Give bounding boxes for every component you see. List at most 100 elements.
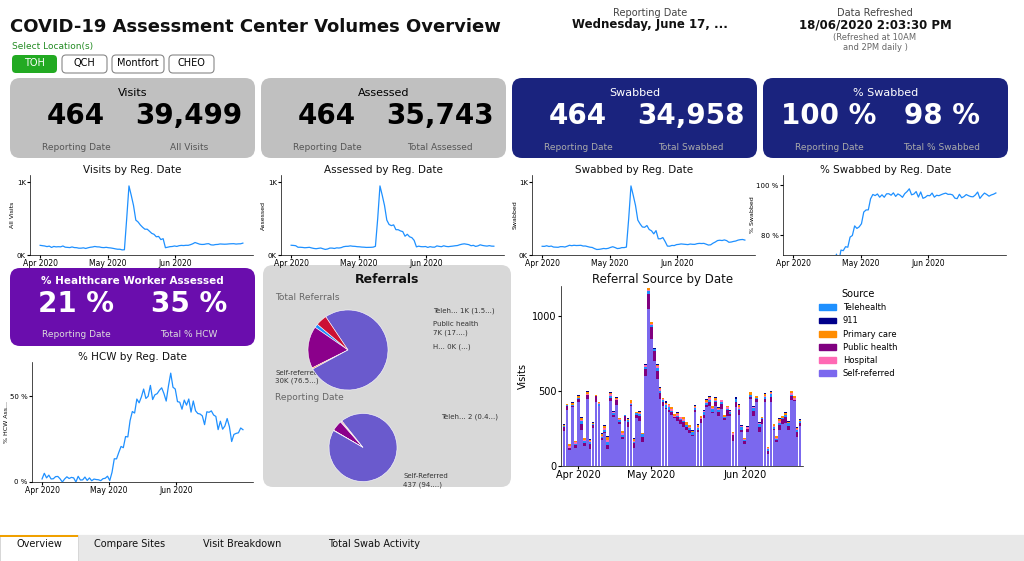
Bar <box>696 424 699 425</box>
Bar <box>676 415 679 416</box>
Bar <box>592 425 594 428</box>
Text: 437 (94....): 437 (94....) <box>403 481 442 488</box>
Bar <box>726 407 728 408</box>
Bar <box>603 428 606 430</box>
Bar <box>737 407 740 408</box>
Bar <box>662 398 665 400</box>
Bar <box>627 426 630 466</box>
Bar <box>618 419 621 420</box>
Bar <box>691 432 693 433</box>
Bar <box>574 440 577 442</box>
Text: Assessed by Reg. Date: Assessed by Reg. Date <box>324 165 443 175</box>
Text: Total Swab Activity: Total Swab Activity <box>328 539 420 549</box>
Bar <box>784 423 786 466</box>
Bar <box>581 417 583 418</box>
Bar <box>732 441 734 466</box>
Wedge shape <box>334 422 362 448</box>
Bar <box>624 415 627 416</box>
Bar <box>662 402 665 406</box>
Bar <box>787 425 790 430</box>
Bar <box>603 433 606 466</box>
Bar <box>696 432 699 466</box>
Bar <box>784 412 786 413</box>
Bar <box>752 411 755 416</box>
Bar <box>598 402 600 403</box>
Bar <box>615 405 617 466</box>
Bar <box>799 420 802 421</box>
Bar <box>778 430 781 466</box>
Bar <box>702 410 706 411</box>
Bar <box>653 349 655 351</box>
Bar <box>791 392 793 393</box>
Bar <box>598 403 600 406</box>
Bar <box>775 439 778 440</box>
Bar <box>647 290 650 291</box>
Bar <box>638 421 641 466</box>
Text: 7K (17....): 7K (17....) <box>433 329 468 335</box>
Bar <box>581 420 583 421</box>
Bar <box>793 401 796 466</box>
Bar <box>583 443 586 446</box>
Bar <box>574 445 577 448</box>
Bar <box>621 435 624 437</box>
Text: % HCW by Reg. Date: % HCW by Reg. Date <box>78 352 187 362</box>
Bar <box>726 410 728 416</box>
Bar <box>772 429 775 430</box>
Bar <box>621 433 624 435</box>
Text: % Swabbed by Reg. Date: % Swabbed by Reg. Date <box>820 165 951 175</box>
Bar <box>750 399 752 466</box>
Bar <box>758 423 761 425</box>
Bar <box>737 404 740 407</box>
Bar <box>633 438 635 439</box>
Bar <box>709 406 711 466</box>
Bar <box>706 401 708 402</box>
Text: Total % Swabbed: Total % Swabbed <box>903 143 980 152</box>
Bar <box>682 419 685 421</box>
Bar <box>734 399 737 402</box>
Text: CHEO: CHEO <box>177 58 206 68</box>
Bar <box>562 431 565 466</box>
Bar <box>717 407 720 408</box>
Text: Montfort: Montfort <box>117 58 159 68</box>
Wedge shape <box>341 421 362 448</box>
Bar <box>702 415 706 419</box>
Bar <box>796 437 799 466</box>
Bar <box>578 402 580 466</box>
Text: 464: 464 <box>298 102 356 130</box>
Bar <box>592 424 594 425</box>
Bar <box>0 535 78 561</box>
Bar <box>734 398 737 399</box>
Text: Referrals: Referrals <box>354 273 419 286</box>
Bar <box>709 398 711 399</box>
Bar <box>740 432 743 466</box>
Bar <box>702 411 706 412</box>
Bar <box>641 433 644 434</box>
Text: Compare Sites: Compare Sites <box>94 539 166 549</box>
Bar <box>638 414 641 416</box>
Bar <box>796 430 799 432</box>
Bar <box>799 422 802 426</box>
Bar <box>581 424 583 430</box>
Text: COVID-19 Assessment Center Volumes Overview: COVID-19 Assessment Center Volumes Overv… <box>10 18 501 36</box>
Bar <box>562 425 565 426</box>
Bar <box>653 361 655 466</box>
Bar <box>644 367 647 369</box>
Bar <box>732 435 734 441</box>
Bar <box>562 424 565 425</box>
Text: Select Location(s): Select Location(s) <box>12 42 93 51</box>
Bar <box>571 406 574 407</box>
Bar <box>746 432 749 466</box>
Bar <box>641 434 644 436</box>
Text: Reporting Date: Reporting Date <box>42 330 111 339</box>
Bar <box>603 430 606 431</box>
Bar <box>755 396 758 398</box>
Bar <box>729 413 731 416</box>
Bar <box>612 412 614 413</box>
Text: 30K (76.5...): 30K (76.5...) <box>275 378 318 384</box>
Text: 21 %: 21 % <box>38 290 114 318</box>
Text: Overview: Overview <box>16 539 61 549</box>
Bar <box>662 400 665 402</box>
Bar <box>729 412 731 413</box>
Bar <box>671 411 673 412</box>
Bar <box>665 406 668 408</box>
